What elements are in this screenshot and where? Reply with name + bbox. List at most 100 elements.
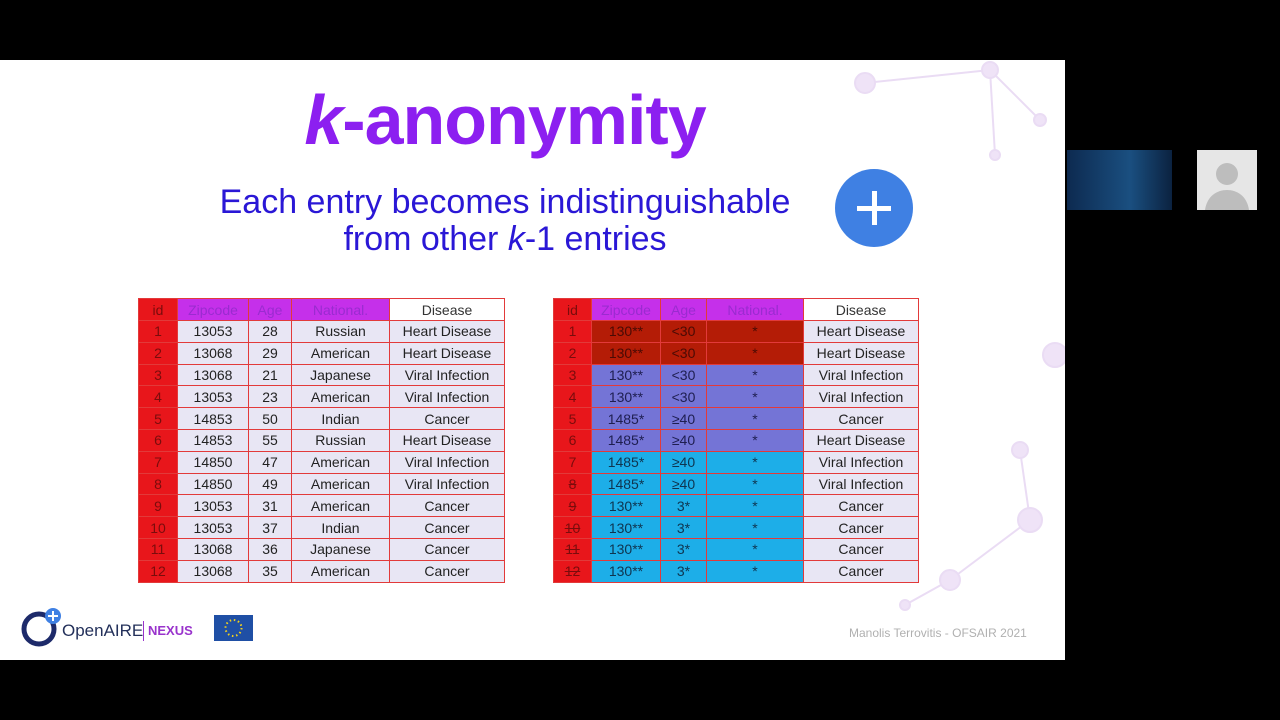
- table-cell: Viral Infection: [389, 385, 505, 409]
- table-row: 11 13068 36 Japanese Cancer: [138, 537, 505, 561]
- table-cell: Japanese: [291, 363, 390, 387]
- table-cell: Russian: [291, 320, 390, 343]
- table-cell: *: [706, 363, 804, 387]
- table-cell: 13068: [177, 363, 249, 387]
- table-row: 7 14850 47 American Viral Infection: [138, 450, 505, 474]
- table-cell: *: [706, 559, 804, 583]
- table-cell: 14850: [177, 450, 249, 474]
- table-cell: Heart Disease: [803, 341, 919, 365]
- table-row: 6 1485* ≥40 * Heart Disease: [553, 428, 919, 452]
- webcam-presenter[interactable]: [1067, 150, 1172, 210]
- table-cell: 4: [553, 385, 592, 409]
- table-cell: 130**: [591, 537, 661, 561]
- table-cell: 1: [553, 320, 592, 343]
- table-row: 1 13053 28 Russian Heart Disease: [138, 320, 505, 343]
- table-cell: ≥40: [660, 407, 707, 430]
- table-cell: 1485*: [591, 428, 661, 452]
- table-row: 8 1485* ≥40 * Viral Infection: [553, 472, 919, 496]
- network-decoration: [854, 61, 1065, 611]
- table-cell: 2: [138, 341, 178, 365]
- table-cell: 13068: [177, 559, 249, 583]
- table-cell: Cancer: [389, 537, 505, 561]
- table-cell: 11: [138, 537, 178, 561]
- header-cell: id: [138, 298, 178, 321]
- table-cell: 28: [248, 320, 292, 343]
- table-cell: American: [291, 385, 390, 409]
- table-cell: Indian: [291, 407, 390, 430]
- table-cell: American: [291, 472, 390, 496]
- header-cell: Disease: [803, 298, 919, 321]
- table-cell: *: [706, 385, 804, 409]
- table-cell: 14853: [177, 407, 249, 430]
- table-row: 4 130** <30 * Viral Infection: [553, 385, 919, 409]
- table-row: 2 13068 29 American Heart Disease: [138, 341, 505, 365]
- table-cell: 3*: [660, 516, 707, 539]
- table-cell: Heart Disease: [803, 428, 919, 452]
- table-cell: American: [291, 341, 390, 365]
- header-cell: Zipcode: [177, 298, 249, 321]
- table-cell: 3: [553, 363, 592, 387]
- webcam-avatar[interactable]: [1197, 150, 1257, 210]
- table-cell: Cancer: [803, 407, 919, 430]
- avatar-icon: [1205, 163, 1249, 210]
- table-cell: ≥40: [660, 428, 707, 452]
- table-cell: *: [706, 472, 804, 496]
- table-cell: *: [706, 407, 804, 430]
- original-table: id Zipcode Age National. Disease 1 13053 28 Russ…: [138, 298, 505, 583]
- credit: Manolis Terrovitis - OFSAIR 2021: [849, 626, 1027, 640]
- table-cell: 49: [248, 472, 292, 496]
- table-cell: American: [291, 450, 390, 474]
- table-cell: Indian: [291, 516, 390, 539]
- table-cell: 12: [138, 559, 178, 583]
- logo-suffix: NEXUS: [143, 621, 193, 641]
- table-cell: <30: [660, 385, 707, 409]
- table-cell: Viral Infection: [389, 472, 505, 496]
- table-cell: 11: [553, 537, 592, 561]
- table-cell: 5: [138, 407, 178, 430]
- table-row: 12 13068 35 American Cancer: [138, 559, 505, 583]
- table-cell: Cancer: [389, 494, 505, 518]
- table-cell: 2: [553, 341, 592, 365]
- table-cell: Cancer: [803, 516, 919, 539]
- table-cell: 13053: [177, 385, 249, 409]
- table-cell: 130**: [591, 516, 661, 539]
- table-cell: Viral Infection: [389, 450, 505, 474]
- title-text: -anonymity: [342, 81, 706, 159]
- table-cell: Cancer: [803, 494, 919, 518]
- table-cell: Cancer: [389, 407, 505, 430]
- table-cell: 130**: [591, 341, 661, 365]
- openaire-logo-icon: [21, 608, 61, 647]
- table-cell: 1485*: [591, 450, 661, 474]
- table-cell: Heart Disease: [803, 320, 919, 343]
- table-cell: 1485*: [591, 407, 661, 430]
- table-cell: *: [706, 428, 804, 452]
- subtitle-italic: k: [507, 220, 525, 258]
- header-cell: Age: [660, 298, 707, 321]
- table-cell: Japanese: [291, 537, 390, 561]
- table-cell: 130**: [591, 320, 661, 343]
- table-cell: 3*: [660, 494, 707, 518]
- header-cell: Disease: [389, 298, 505, 321]
- header-row: id Zipcode Age National. Disease: [138, 298, 505, 321]
- table-cell: Cancer: [389, 559, 505, 583]
- table-cell: 35: [248, 559, 292, 583]
- table-cell: Cancer: [803, 537, 919, 561]
- table-cell: Cancer: [803, 559, 919, 583]
- table-cell: *: [706, 341, 804, 365]
- table-row: 3 130** <30 * Viral Infection: [553, 363, 919, 387]
- table-cell: 13053: [177, 494, 249, 518]
- table-cell: Viral Infection: [389, 363, 505, 387]
- table-row: 1 130** <30 * Heart Disease: [553, 320, 919, 343]
- table-cell: American: [291, 494, 390, 518]
- table-row: 6 14853 55 Russian Heart Disease: [138, 428, 505, 452]
- slide-title: k-anonymity: [0, 80, 1010, 160]
- table-row: 3 13068 21 Japanese Viral Infection: [138, 363, 505, 387]
- table-cell: 9: [553, 494, 592, 518]
- table-cell: 130**: [591, 363, 661, 387]
- table-cell: Viral Infection: [803, 472, 919, 496]
- subtitle-line: Each entry becomes indistinguishable: [219, 183, 791, 221]
- plus-button[interactable]: [835, 169, 913, 247]
- table-cell: ≥40: [660, 472, 707, 496]
- table-cell: *: [706, 320, 804, 343]
